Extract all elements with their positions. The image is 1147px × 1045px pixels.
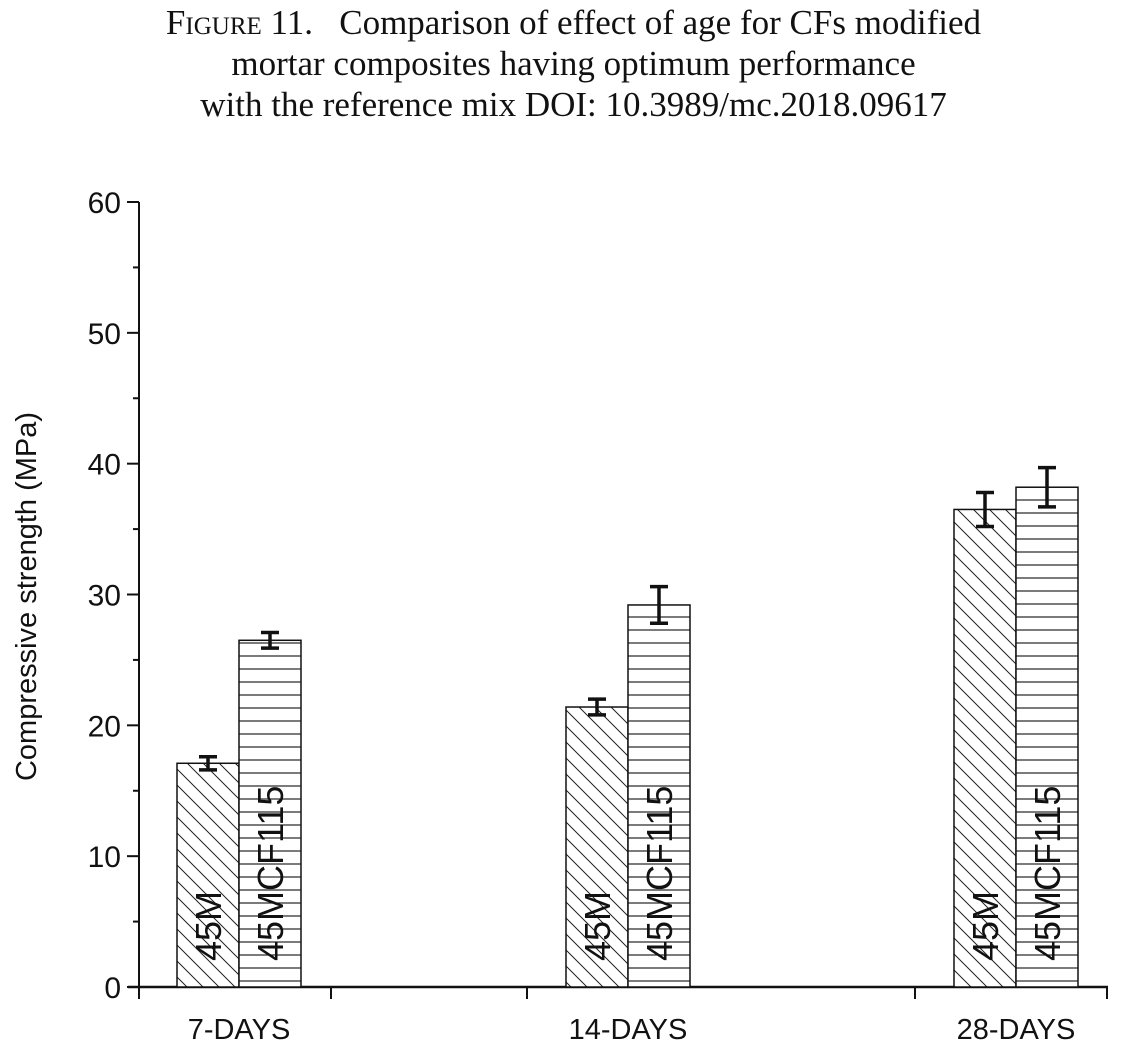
error-bar	[976, 490, 994, 529]
y-tick-label: 40	[88, 449, 121, 482]
caption-text-1: Comparison of effect of age for CFs modi…	[339, 3, 982, 42]
bar-labels-layer: 45M 45M 45M 45MCF115 45MCF115 45MCF115	[188, 786, 1068, 961]
y-tick-label: 0	[104, 972, 121, 1005]
bar-label: 45M	[965, 891, 1006, 961]
bar-label: 45MCF115	[639, 786, 680, 961]
caption-label: Figure 11.	[165, 3, 313, 42]
caption-line-3: with the reference mix DOI: 10.3989/mc.2…	[200, 85, 947, 124]
bars-layer	[176, 486, 1079, 988]
y-tick-label: 10	[88, 841, 121, 874]
caption-line-1: Figure 11. Comparison of effect of age f…	[0, 2, 1147, 43]
y-tick-label: 20	[88, 710, 121, 743]
bar-45MCF115	[238, 639, 302, 988]
error-bar	[199, 754, 217, 772]
y-axis-label: Compressive strength (MPa)	[11, 412, 43, 781]
x-tick-label: 14-DAYS	[569, 1014, 688, 1045]
error-bar	[261, 630, 279, 650]
bar-label: 45M	[577, 891, 618, 961]
figure-caption: Figure 11. Comparison of effect of age f…	[0, 0, 1147, 125]
x-tick-label: 7-DAYS	[188, 1014, 291, 1045]
error-bars-layer	[199, 465, 1056, 772]
bar-label: 45MCF115	[250, 786, 291, 961]
y-tick-label: 30	[88, 580, 121, 613]
error-bar	[650, 584, 668, 626]
y-tick-label: 60	[88, 187, 121, 220]
caption-line-2: mortar composites having optimum perform…	[231, 44, 916, 83]
bar-45M	[953, 508, 1017, 988]
x-axis: 7-DAYS 14-DAYS 28-DAYS	[128, 985, 1108, 1045]
y-axis: 0 10 20 30 40 50 60	[88, 187, 140, 1005]
bar-label: 45MCF115	[1027, 786, 1068, 961]
y-tick-label: 50	[88, 318, 121, 351]
bar-45MCF115	[1015, 486, 1079, 988]
x-tick-label: 28-DAYS	[957, 1014, 1076, 1045]
error-bar	[588, 697, 606, 717]
bar-label: 45M	[188, 891, 229, 961]
error-bar	[1038, 465, 1056, 509]
